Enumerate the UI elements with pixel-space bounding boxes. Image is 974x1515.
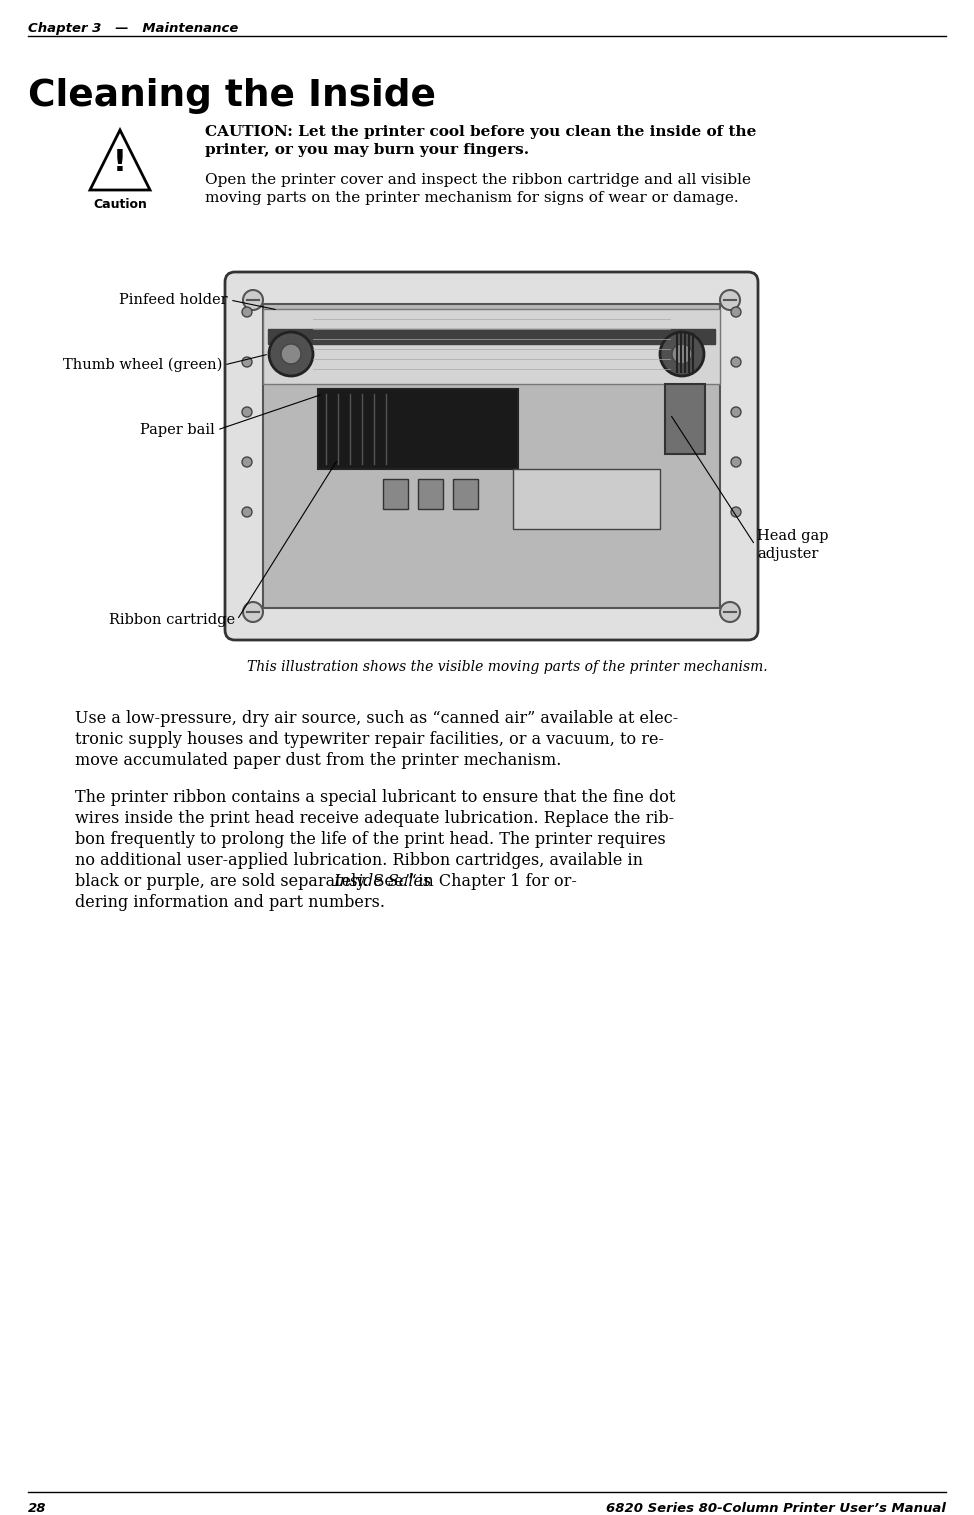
Circle shape xyxy=(242,508,252,517)
Circle shape xyxy=(243,601,263,623)
Text: This illustration shows the visible moving parts of the printer mechanism.: This illustration shows the visible movi… xyxy=(247,661,768,674)
Circle shape xyxy=(269,332,313,376)
Bar xyxy=(513,470,660,529)
Bar xyxy=(453,479,478,509)
Text: Head gap
adjuster: Head gap adjuster xyxy=(757,529,829,561)
Text: tronic supply houses and typewriter repair facilities, or a vacuum, to re-: tronic supply houses and typewriter repa… xyxy=(75,732,664,748)
Text: moving parts on the printer mechanism for signs of wear or damage.: moving parts on the printer mechanism fo… xyxy=(205,191,738,205)
Bar xyxy=(665,383,705,454)
Text: Cleaning the Inside: Cleaning the Inside xyxy=(28,77,436,114)
Text: move accumulated paper dust from the printer mechanism.: move accumulated paper dust from the pri… xyxy=(75,751,561,770)
Text: 28: 28 xyxy=(28,1501,47,1515)
Circle shape xyxy=(242,358,252,367)
Polygon shape xyxy=(90,130,150,189)
Circle shape xyxy=(672,344,692,364)
Text: wires inside the print head receive adequate lubrication. Replace the rib-: wires inside the print head receive adeq… xyxy=(75,811,674,827)
FancyBboxPatch shape xyxy=(225,273,758,639)
Bar xyxy=(263,309,720,383)
Text: printer, or you may burn your fingers.: printer, or you may burn your fingers. xyxy=(205,142,529,158)
Circle shape xyxy=(720,289,740,311)
Text: no additional user-applied lubrication. Ribbon cartridges, available in: no additional user-applied lubrication. … xyxy=(75,851,643,870)
Text: !: ! xyxy=(113,148,127,177)
Circle shape xyxy=(731,308,741,317)
Text: ” in Chapter 1 for or-: ” in Chapter 1 for or- xyxy=(405,873,577,889)
Text: Pinfeed holder: Pinfeed holder xyxy=(120,292,228,308)
Circle shape xyxy=(281,344,301,364)
Circle shape xyxy=(242,458,252,467)
Text: Thumb wheel (green): Thumb wheel (green) xyxy=(62,358,222,373)
Circle shape xyxy=(243,289,263,311)
Text: The printer ribbon contains a special lubricant to ensure that the fine dot: The printer ribbon contains a special lu… xyxy=(75,789,675,806)
Bar xyxy=(268,329,715,344)
Text: Caution: Caution xyxy=(94,198,147,211)
Circle shape xyxy=(660,332,704,376)
Bar xyxy=(318,389,518,470)
Circle shape xyxy=(731,508,741,517)
Circle shape xyxy=(731,358,741,367)
Text: black or purple, are sold separately. See “: black or purple, are sold separately. Se… xyxy=(75,873,417,889)
Text: Use a low-pressure, dry air source, such as “canned air” available at elec-: Use a low-pressure, dry air source, such… xyxy=(75,711,678,727)
Circle shape xyxy=(731,458,741,467)
Text: Ribbon cartridge: Ribbon cartridge xyxy=(109,614,235,627)
Bar xyxy=(263,305,720,608)
Text: 6820 Series 80-Column Printer User’s Manual: 6820 Series 80-Column Printer User’s Man… xyxy=(606,1501,946,1515)
Circle shape xyxy=(242,308,252,317)
Text: Open the printer cover and inspect the ribbon cartridge and all visible: Open the printer cover and inspect the r… xyxy=(205,173,751,186)
Text: Inside Sales: Inside Sales xyxy=(333,873,431,889)
Text: dering information and part numbers.: dering information and part numbers. xyxy=(75,894,385,911)
Circle shape xyxy=(242,408,252,417)
Bar xyxy=(383,479,408,509)
Text: CAUTION: Let the printer cool before you clean the inside of the: CAUTION: Let the printer cool before you… xyxy=(205,126,757,139)
Circle shape xyxy=(720,601,740,623)
Text: bon frequently to prolong the life of the print head. The printer requires: bon frequently to prolong the life of th… xyxy=(75,832,666,848)
Bar xyxy=(418,479,443,509)
Text: Chapter 3   —   Maintenance: Chapter 3 — Maintenance xyxy=(28,23,239,35)
Text: Paper bail: Paper bail xyxy=(140,423,215,436)
Circle shape xyxy=(731,408,741,417)
